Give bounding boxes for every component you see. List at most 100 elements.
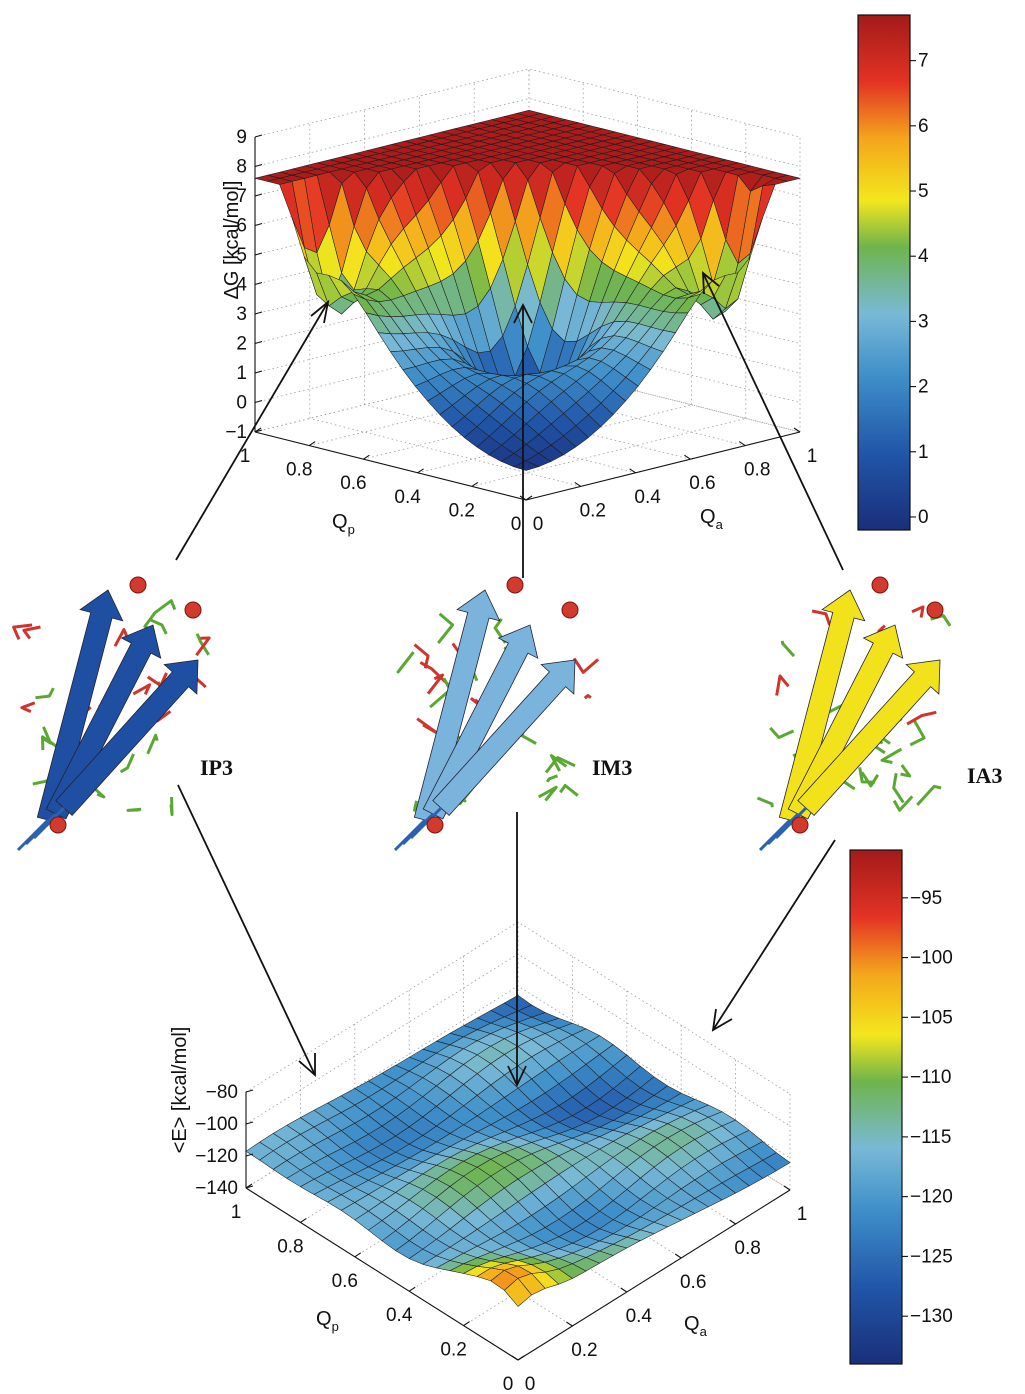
- side-chain: [35, 687, 55, 700]
- qp-tick-label: 0.4: [394, 487, 421, 508]
- qa-tick-mark: [783, 1185, 791, 1191]
- free-energy-colorbar-scale: [857, 14, 911, 531]
- z-tick-mark: [245, 1153, 254, 1157]
- qp-tick-mark: [517, 1355, 525, 1361]
- qa-tick-mark: [729, 1219, 736, 1225]
- side-chain: [583, 694, 592, 700]
- structure-im3: [393, 576, 600, 852]
- qp-tick-label: 0.8: [277, 1236, 303, 1257]
- colorbar-tick-label: 1: [918, 442, 929, 463]
- grid-line: [254, 334, 801, 403]
- side-chain: [559, 783, 579, 797]
- qp-tick-mark: [254, 427, 262, 433]
- qa-tick-mark: [684, 454, 691, 460]
- side-chain: [780, 640, 796, 658]
- colorbar-tick-label: 4: [918, 246, 929, 267]
- colorbar-tick-label: 2: [918, 377, 929, 398]
- beta-strand: [778, 589, 866, 824]
- grid-line: [254, 68, 801, 138]
- side-chain: [756, 796, 774, 808]
- colorbar-tick-label: −105: [910, 1007, 953, 1028]
- side-chain: [20, 701, 36, 714]
- side-chain: [90, 785, 106, 799]
- qa-tick-mark: [511, 1355, 519, 1361]
- qa-tick-mark: [674, 1253, 682, 1259]
- z-tick-mark: [254, 222, 263, 227]
- z-tick-mark: [245, 1121, 254, 1125]
- arrows: [175, 271, 844, 1088]
- colorbar-tick-label: −120: [910, 1187, 953, 1208]
- free-energy-surface: [254, 110, 801, 471]
- structure-label-ip3: IP3: [200, 755, 233, 780]
- beta-strand: [45, 624, 162, 820]
- grid-line: [309, 418, 581, 487]
- side-chain: [775, 674, 790, 696]
- bottom-zaxis-label: <E> [kcal/mol]: [169, 1027, 191, 1154]
- z-tick-label: 4: [236, 275, 247, 296]
- qa-tick-mark: [629, 468, 636, 474]
- side-chain: [12, 623, 33, 641]
- side-chain: [416, 717, 439, 735]
- backbone-tail: [32, 806, 66, 840]
- colorbar-tick-label: −125: [910, 1246, 953, 1267]
- side-chain: [880, 747, 903, 764]
- side-chain: [916, 784, 942, 806]
- z-tick-label: 0: [236, 393, 247, 414]
- qa-tick-label: 0: [533, 514, 544, 535]
- z-tick-label: 2: [236, 334, 247, 355]
- grid-line: [471, 418, 746, 487]
- colorbar-tick-label: −110: [910, 1067, 951, 1088]
- side-chain: [40, 735, 61, 751]
- arrow-im3-to-top: [513, 302, 533, 578]
- grid-line: [254, 304, 801, 374]
- side-chain: [119, 753, 135, 774]
- side-chain: [22, 625, 41, 640]
- qa-tick-label: 0.2: [571, 1340, 597, 1361]
- top-zaxis-label: ΔG [kcal/mol]: [221, 181, 243, 300]
- side-chain: [146, 733, 159, 755]
- qp-tick-label: 0.4: [386, 1305, 413, 1326]
- colorbar-tick-label: 7: [918, 51, 929, 72]
- side-chain: [892, 773, 905, 804]
- qa-tick-mark: [566, 1321, 573, 1327]
- side-chain: [906, 710, 937, 726]
- top-qa-label: Qa: [700, 506, 724, 532]
- qa-tick-label: 1: [807, 446, 818, 467]
- qp-tick-label: 0.2: [440, 1340, 466, 1361]
- bottom-qa-label: Qa: [684, 1313, 708, 1339]
- z-tick-label: 9: [236, 127, 247, 148]
- z-tick-mark: [254, 193, 263, 197]
- side-chain: [195, 636, 211, 657]
- z-tick-label: 8: [236, 157, 247, 178]
- side-chain: [811, 609, 832, 626]
- qa-tick-label: 0.2: [580, 500, 606, 521]
- grid-line: [245, 953, 791, 1127]
- qa-tick-label: 0: [525, 1374, 536, 1394]
- structure-ia3: [756, 576, 952, 852]
- side-chain: [113, 628, 128, 647]
- qp-tick-label: 0.8: [286, 460, 312, 481]
- structure-label-im3: IM3: [592, 755, 632, 780]
- grid-line: [245, 985, 791, 1159]
- colorbar-tick-label: 3: [918, 311, 929, 332]
- qp-tick-label: 0: [503, 1374, 514, 1394]
- colorbar-tick-label: 5: [918, 181, 929, 202]
- z-tick-label: 7: [236, 186, 247, 207]
- oxygen-sphere: [426, 816, 444, 834]
- side-chain: [412, 800, 419, 812]
- z-tick-mark: [254, 311, 263, 315]
- energy-surface-patch: [504, 1278, 532, 1307]
- qa-tick-mark: [793, 427, 801, 433]
- side-chain: [900, 764, 912, 778]
- z-tick-label: 5: [236, 245, 247, 266]
- z-tick-mark: [254, 134, 263, 138]
- beta-strand: [797, 659, 941, 816]
- grid-line: [417, 404, 692, 474]
- arrow-ip3-to-bottom: [177, 784, 316, 1077]
- top-qp-label: Qp: [332, 511, 355, 537]
- qp-tick-mark: [354, 1252, 362, 1258]
- side-chain: [195, 633, 210, 656]
- side-chain: [545, 774, 559, 783]
- qp-axis-line: [254, 431, 527, 501]
